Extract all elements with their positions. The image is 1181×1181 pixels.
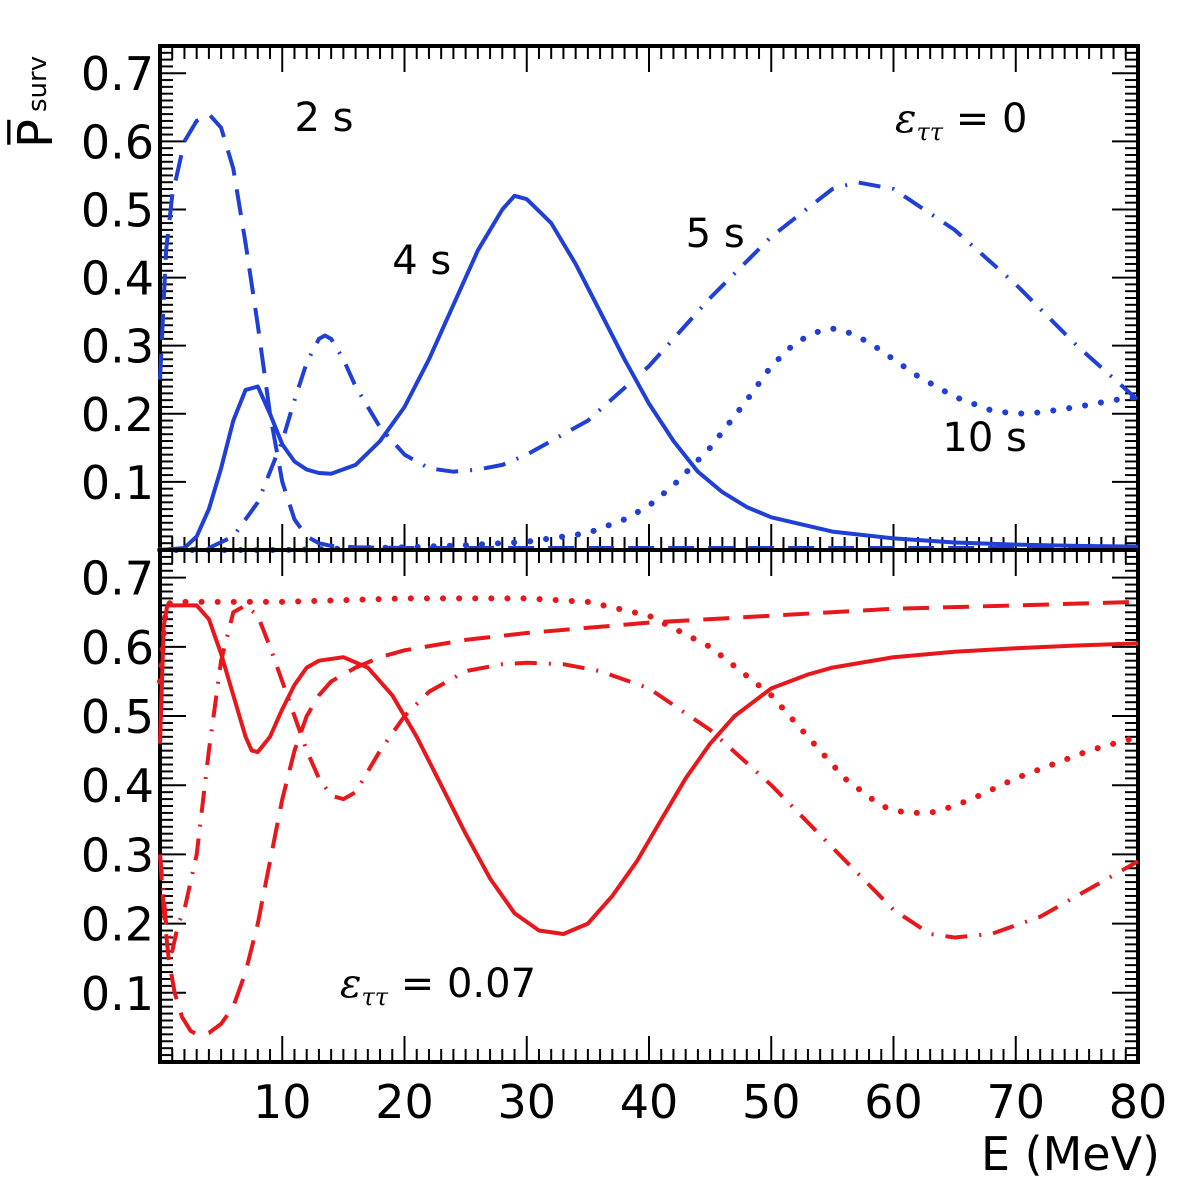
bottom-panel-series [157,595,1141,1037]
top-series-dash-dot-line [159,180,1140,552]
bottom-panel-ticks [160,550,1138,1062]
y-axis-label: P̅ surv [6,56,64,148]
bottom-series-dashed-line [158,599,1139,1037]
y-tick-label: 0.1 [81,967,154,1021]
x-tick-label: 80 [1109,1075,1168,1129]
x-tick-label: 50 [742,1075,801,1129]
top-panel-annotations: 2 s 4 s 5 s 10 s [294,95,1026,461]
y-tick-label: 0.2 [81,898,154,952]
top-panel-series [157,112,1141,553]
y-tick-label: 0.7 [81,47,154,101]
top-series-solid-line [159,193,1139,552]
y-tick-label: 0.6 [81,115,154,169]
x-tick-label: 30 [497,1075,556,1129]
y-tick-label: 0.5 [81,183,154,237]
y-tick-label: 0.2 [81,388,154,442]
bottom-epsilon-symbol: ε [340,961,361,1007]
y-axis-label-subscript: surv [23,56,53,112]
y-tick-label: 0.4 [81,252,154,306]
curve-label: 4 s [392,238,451,284]
x-tick-label: 10 [253,1075,312,1129]
top-series-dashed-line [158,112,1138,550]
bottom-panel: 0.1 0.2 0.3 0.4 0.5 0.6 0.7 10 20 30 40 50 60 70 80 ε… [81,548,1167,1181]
top-series-dotted-line [157,325,1141,553]
y-tick-label: 0.3 [81,320,154,374]
bottom-epsilon-value: = 0.07 [388,961,536,1007]
x-tick-labels: 10 20 30 40 50 60 70 80 [253,1075,1167,1129]
y-axis-label-main: P̅ [6,119,64,148]
top-panel: 0.1 0.2 0.3 0.4 0.5 0.6 0.7 2 s 4 s 5 s 10 s εττ … [6,44,1141,553]
curve-label: 10 s [942,415,1026,461]
curve-label: 5 s [686,211,745,257]
curve-label: 2 s [294,95,353,141]
bottom-epsilon-subscript: ττ [361,983,388,1011]
y-tick-label: 0.6 [81,621,154,675]
y-tick-label: 0.4 [81,759,154,813]
x-tick-label: 70 [986,1075,1045,1129]
top-epsilon-symbol: ε [895,96,916,142]
top-epsilon-subscript: ττ [916,118,943,146]
y-tick-label: 0.3 [81,828,154,882]
x-axis-label: E (MeV) [981,1127,1160,1181]
bottom-panel-frame [158,548,1140,1064]
bottom-series-dotted-line [157,595,1141,816]
top-epsilon-label: εττ = 0 [895,96,1027,146]
top-epsilon-value: = 0 [943,96,1027,142]
bottom-series-dash-dot-line [158,603,1139,954]
x-tick-label: 20 [375,1075,434,1129]
bottom-y-tick-labels: 0.1 0.2 0.3 0.4 0.5 0.6 0.7 [81,552,154,1021]
x-tick-label: 40 [620,1075,679,1129]
y-tick-label: 0.5 [81,690,154,744]
bottom-epsilon-label: εττ = 0.07 [340,961,536,1011]
x-tick-label: 60 [864,1075,923,1129]
y-tick-label: 0.7 [81,552,154,606]
y-tick-label: 0.1 [81,456,154,510]
bottom-series-solid-line [158,603,1139,936]
top-y-tick-labels: 0.1 0.2 0.3 0.4 0.5 0.6 0.7 [81,47,154,510]
